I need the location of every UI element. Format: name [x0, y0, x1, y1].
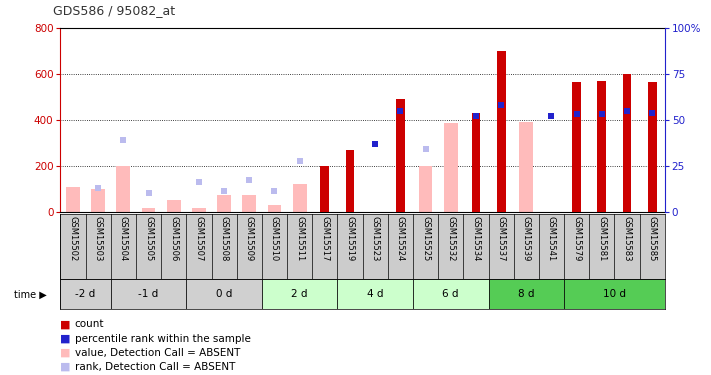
Bar	[186, 279, 262, 309]
Text: 2 d: 2 d	[292, 290, 308, 299]
Text: GSM15509: GSM15509	[245, 216, 254, 261]
Text: GSM15532: GSM15532	[447, 216, 455, 261]
Bar	[413, 279, 488, 309]
Bar	[66, 187, 80, 212]
Text: rank, Detection Call = ABSENT: rank, Detection Call = ABSENT	[75, 362, 235, 372]
Text: GSM15507: GSM15507	[194, 216, 203, 261]
Bar	[267, 205, 282, 212]
Text: GSM15519: GSM15519	[346, 216, 355, 261]
Bar	[242, 195, 256, 212]
Bar	[471, 113, 481, 212]
Bar	[396, 99, 405, 212]
Bar	[117, 166, 130, 212]
Bar	[572, 82, 581, 212]
Bar	[141, 208, 156, 212]
Bar	[167, 200, 181, 212]
Text: GSM15539: GSM15539	[522, 216, 531, 261]
Text: GSM15534: GSM15534	[471, 216, 481, 261]
Bar	[419, 166, 432, 212]
Bar	[321, 166, 329, 212]
Text: ■: ■	[60, 320, 71, 329]
Text: GSM15525: GSM15525	[421, 216, 430, 261]
Bar	[597, 81, 606, 212]
Bar	[497, 51, 506, 212]
Text: GSM15537: GSM15537	[496, 216, 506, 261]
Text: value, Detection Call = ABSENT: value, Detection Call = ABSENT	[75, 348, 240, 358]
Text: GSM15583: GSM15583	[623, 216, 631, 261]
Text: 10 d: 10 d	[603, 290, 626, 299]
Bar	[60, 279, 111, 309]
Bar	[519, 122, 533, 212]
Bar	[444, 123, 458, 212]
Bar	[564, 279, 665, 309]
Text: ■: ■	[60, 334, 71, 344]
Text: 4 d: 4 d	[367, 290, 383, 299]
Text: GSM15504: GSM15504	[119, 216, 128, 261]
Bar	[192, 208, 206, 212]
Text: ■: ■	[60, 348, 71, 358]
Bar	[217, 195, 231, 212]
Bar	[488, 279, 564, 309]
Text: count: count	[75, 320, 104, 329]
Text: GSM15579: GSM15579	[572, 216, 581, 261]
Text: GSM15502: GSM15502	[68, 216, 77, 261]
Bar	[648, 82, 656, 212]
Text: GSM15523: GSM15523	[370, 216, 380, 261]
Text: 8 d: 8 d	[518, 290, 535, 299]
Text: GSM15541: GSM15541	[547, 216, 556, 261]
Text: GSM15524: GSM15524	[396, 216, 405, 261]
Text: ■: ■	[60, 362, 71, 372]
Text: GSM15585: GSM15585	[648, 216, 657, 261]
Text: GSM15506: GSM15506	[169, 216, 178, 261]
Text: GSM15503: GSM15503	[94, 216, 102, 261]
Bar	[338, 279, 413, 309]
Text: GSM15517: GSM15517	[321, 216, 329, 261]
Text: percentile rank within the sample: percentile rank within the sample	[75, 334, 250, 344]
Text: -1 d: -1 d	[139, 290, 159, 299]
Bar	[623, 74, 631, 212]
Text: GSM15508: GSM15508	[220, 216, 229, 261]
Text: 0 d: 0 d	[216, 290, 232, 299]
Bar	[91, 189, 105, 212]
Text: GSM15505: GSM15505	[144, 216, 153, 261]
Text: GSM15581: GSM15581	[597, 216, 606, 261]
Text: time ▶: time ▶	[14, 290, 47, 299]
Text: -2 d: -2 d	[75, 290, 96, 299]
Text: GSM15510: GSM15510	[270, 216, 279, 261]
Bar	[262, 279, 338, 309]
Text: GDS586 / 95082_at: GDS586 / 95082_at	[53, 4, 176, 17]
Bar	[346, 150, 354, 212]
Bar	[293, 184, 306, 212]
Text: GSM15511: GSM15511	[295, 216, 304, 261]
Text: 6 d: 6 d	[442, 290, 459, 299]
Bar	[111, 279, 186, 309]
